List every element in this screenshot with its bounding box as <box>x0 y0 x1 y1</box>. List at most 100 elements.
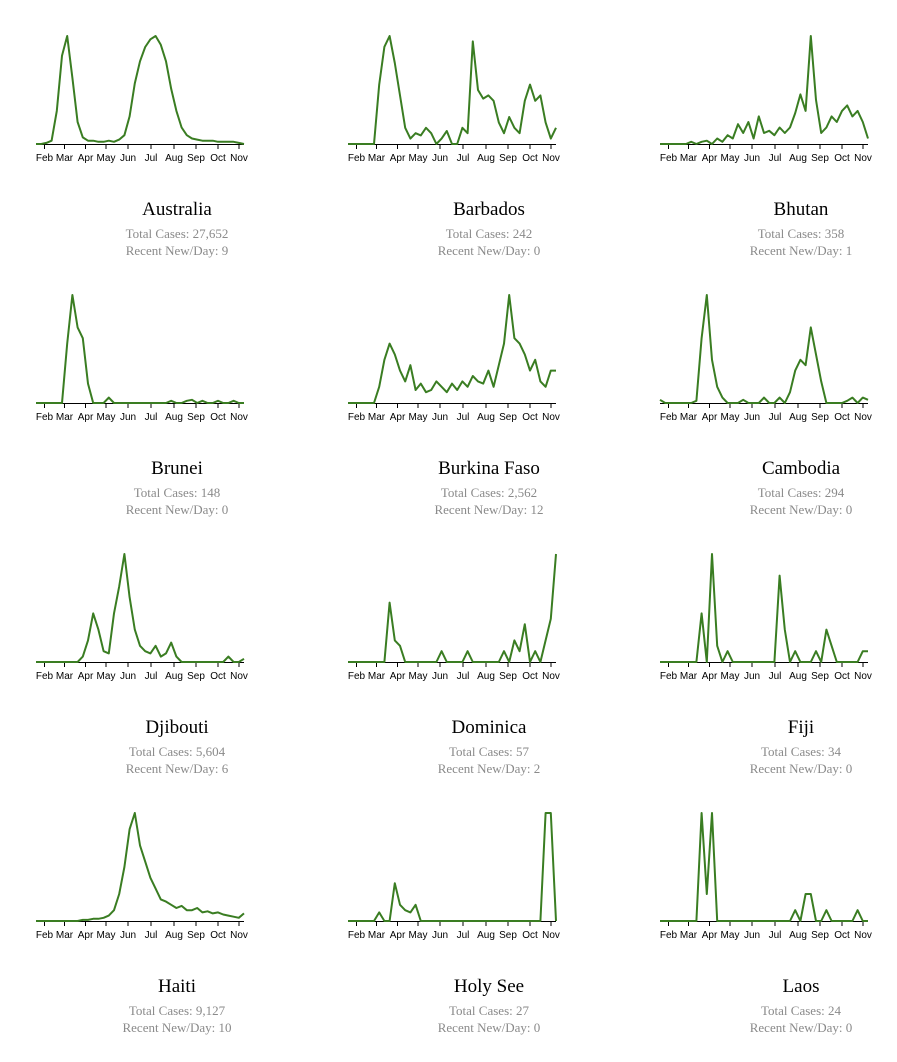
x-tick-label: Apr <box>702 930 718 941</box>
cases-line <box>348 35 557 145</box>
x-tick-label: Feb <box>660 671 678 682</box>
country-name: Burkina Faso <box>438 458 540 479</box>
total-cases: Total Cases: 27,652 <box>125 226 229 241</box>
total-cases: Total Cases: 34 <box>761 744 841 759</box>
x-tick-label: Feb <box>348 930 366 941</box>
x-tick-label: Feb <box>36 153 54 164</box>
x-tick-label: Mar <box>368 412 386 423</box>
x-tick-label: Oct <box>210 412 226 423</box>
x-tick-label: Sep <box>499 412 517 423</box>
country-name: Haiti <box>158 976 196 997</box>
chart-panel: Feb Mar Apr May Jun Jul Aug Sep Oct Nov Burkina Fa… <box>344 294 634 544</box>
x-tick-label: Oct <box>834 153 850 164</box>
total-cases: Total Cases: 57 <box>449 744 529 759</box>
cases-line <box>36 35 245 145</box>
recent-new-per-day: Recent New/Day: 0 <box>749 761 853 776</box>
x-tick-label: Jul <box>769 153 782 164</box>
x-tick-label: Jun <box>120 153 136 164</box>
total-cases: Total Cases: 2,562 <box>440 485 538 500</box>
x-tick-label: Jun <box>120 412 136 423</box>
chart-panel: Feb Mar Apr May Jun Jul Aug Sep Oct Nov Barbados To… <box>344 35 634 285</box>
chart-panel: Feb Mar Apr May Jun Jul Aug Sep Oct Nov Cambodia To… <box>656 294 897 544</box>
x-tick-label: Nov <box>230 153 248 164</box>
x-tick-label: Nov <box>854 412 872 423</box>
sparkline-chart: Feb Mar Apr May Jun Jul Aug Sep Oct Nov <box>36 35 248 164</box>
x-tick-label: Aug <box>789 153 807 164</box>
x-tick-label: Nov <box>230 412 248 423</box>
chart-panel: Feb Mar Apr May Jun Jul Aug Sep Oct Nov Holy See To… <box>344 812 634 1062</box>
chart-panel: Feb Mar Apr May Jun Jul Aug Sep Oct Nov Bhutan Tota… <box>656 35 897 285</box>
x-tick-label: Nov <box>542 412 560 423</box>
x-tick-label: Mar <box>56 412 74 423</box>
x-tick-label: Feb <box>348 412 366 423</box>
chart-panel: Feb Mar Apr May Jun Jul Aug Sep Oct Nov Djibouti To… <box>32 553 322 803</box>
cases-line <box>348 812 557 922</box>
sparkline-chart: Feb Mar Apr May Jun Jul Aug Sep Oct Nov <box>36 294 248 423</box>
x-tick-label: Jul <box>457 412 470 423</box>
x-tick-label: Mar <box>56 153 74 164</box>
x-tick-label: Sep <box>187 412 205 423</box>
country-name: Fiji <box>787 717 815 738</box>
x-tick-label: May <box>97 671 116 682</box>
sparkline-chart: Feb Mar Apr May Jun Jul Aug Sep Oct Nov <box>36 812 248 941</box>
x-tick-label: Oct <box>522 671 538 682</box>
x-tick-label: Aug <box>477 671 495 682</box>
x-tick-label: Oct <box>210 930 226 941</box>
recent-new-per-day: Recent New/Day: 9 <box>125 243 229 258</box>
cases-line <box>660 812 868 922</box>
x-tick-label: Sep <box>499 671 517 682</box>
sparkline-chart: Feb Mar Apr May Jun Jul Aug Sep Oct Nov <box>660 812 872 941</box>
x-tick-label: Mar <box>368 671 386 682</box>
x-tick-label: May <box>721 412 740 423</box>
total-cases: Total Cases: 148 <box>133 485 221 500</box>
x-tick-label: Jul <box>769 930 782 941</box>
x-tick-label: May <box>409 412 428 423</box>
x-tick-label: Jul <box>145 153 158 164</box>
x-tick-label: Jun <box>432 930 448 941</box>
x-tick-label: Feb <box>36 671 54 682</box>
cases-line <box>36 812 245 922</box>
x-tick-label: May <box>721 671 740 682</box>
x-tick-label: Jul <box>145 412 158 423</box>
x-tick-label: Jul <box>145 671 158 682</box>
x-tick-label: Apr <box>390 671 406 682</box>
x-tick-label: Aug <box>789 412 807 423</box>
chart-panel: Feb Mar Apr May Jun Jul Aug Sep Oct Nov Haiti Total… <box>32 812 322 1062</box>
sparkline-chart: Feb Mar Apr May Jun Jul Aug Sep Oct Nov <box>348 553 560 682</box>
x-tick-label: May <box>409 930 428 941</box>
x-tick-label: Feb <box>36 412 54 423</box>
country-name: Bhutan <box>773 199 829 220</box>
total-cases: Total Cases: 27 <box>449 1003 529 1018</box>
x-tick-label: Feb <box>348 671 366 682</box>
x-tick-label: Apr <box>78 153 94 164</box>
x-tick-label: Apr <box>390 153 406 164</box>
cases-line <box>660 553 868 663</box>
x-tick-label: Aug <box>165 671 183 682</box>
x-tick-label: Sep <box>187 671 205 682</box>
cases-line <box>348 294 556 404</box>
x-tick-label: May <box>409 153 428 164</box>
cases-line <box>348 553 557 663</box>
x-tick-label: Jul <box>457 671 470 682</box>
chart-panel: Feb Mar Apr May Jun Jul Aug Sep Oct Nov Brunei Tota… <box>32 294 322 544</box>
total-cases: Total Cases: 5,604 <box>128 744 226 759</box>
x-tick-label: Feb <box>660 930 678 941</box>
x-tick-label: Aug <box>477 930 495 941</box>
country-name: Holy See <box>453 976 525 997</box>
x-tick-label: Nov <box>542 930 560 941</box>
x-tick-label: Apr <box>78 671 94 682</box>
x-tick-label: Oct <box>522 930 538 941</box>
cases-line <box>660 35 869 145</box>
x-tick-label: Mar <box>680 671 698 682</box>
sparkline-chart: Feb Mar Apr May Jun Jul Aug Sep Oct Nov <box>660 553 872 682</box>
x-tick-label: Jun <box>432 412 448 423</box>
x-tick-label: Apr <box>78 412 94 423</box>
x-tick-label: Jul <box>457 930 470 941</box>
sparkline-chart: Feb Mar Apr May Jun Jul Aug Sep Oct Nov <box>348 294 560 423</box>
total-cases: Total Cases: 9,127 <box>128 1003 226 1018</box>
sparkline-chart: Feb Mar Apr May Jun Jul Aug Sep Oct Nov <box>660 35 872 164</box>
x-tick-label: Aug <box>477 412 495 423</box>
x-tick-label: Sep <box>499 153 517 164</box>
x-tick-label: Mar <box>56 671 74 682</box>
x-tick-label: Jun <box>120 930 136 941</box>
